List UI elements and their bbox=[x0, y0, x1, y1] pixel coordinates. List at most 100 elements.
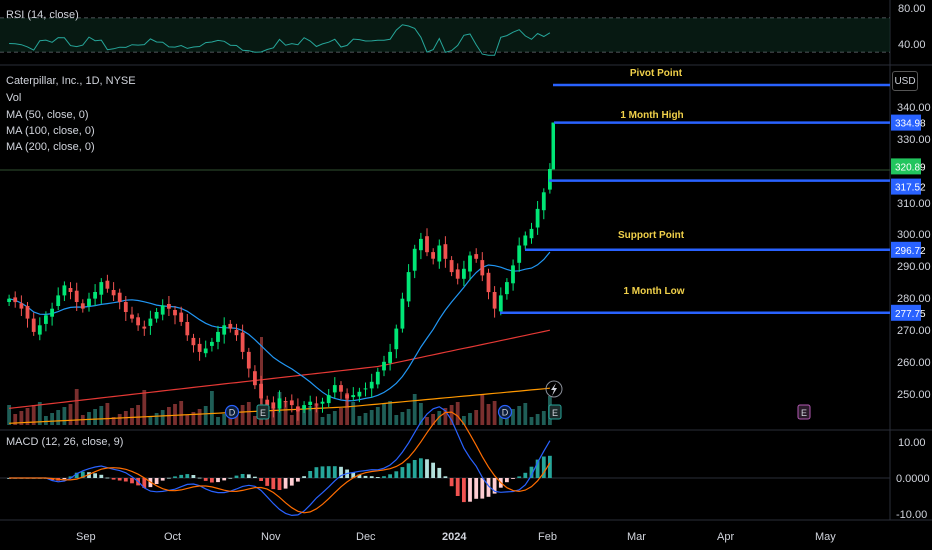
rsi-band-fill bbox=[0, 18, 890, 52]
volume-bar bbox=[130, 408, 134, 425]
macd-histogram-bar bbox=[117, 478, 122, 481]
macd-histogram-bar bbox=[105, 477, 110, 479]
macd-histogram-bar bbox=[99, 474, 104, 478]
ma50-line bbox=[8, 251, 551, 402]
annotation-month-low: 1 Month Low bbox=[623, 286, 685, 297]
volume-bar bbox=[154, 413, 159, 425]
macd-histogram-bar bbox=[80, 471, 85, 478]
macd-histogram-bar bbox=[326, 466, 331, 478]
macd-histogram-bar bbox=[437, 467, 442, 478]
candle-body bbox=[419, 238, 423, 251]
macd-histogram-bar bbox=[332, 466, 337, 478]
macd-histogram-bar bbox=[271, 478, 276, 490]
candle-body bbox=[412, 248, 417, 271]
macd-histogram-bar bbox=[222, 478, 227, 481]
macd-histogram-bar bbox=[234, 475, 239, 478]
legend-ma50: MA (50, close, 0) bbox=[6, 109, 89, 121]
candle-body bbox=[105, 280, 110, 289]
volume-bar bbox=[419, 403, 423, 425]
candle-body bbox=[167, 304, 171, 309]
volume-bar bbox=[388, 401, 392, 425]
volume-bar bbox=[203, 406, 208, 425]
candle-body bbox=[302, 405, 306, 410]
macd-histogram-bar bbox=[505, 478, 509, 483]
macd-tick: 10.00 bbox=[898, 437, 926, 449]
volume-bar bbox=[197, 409, 202, 425]
macd-histogram-bar bbox=[517, 476, 522, 478]
dividend-marker-label: D bbox=[502, 408, 509, 418]
macd-histogram-bar bbox=[123, 478, 128, 482]
candle-body bbox=[468, 255, 472, 272]
price-badge-label: 296.72 bbox=[895, 246, 926, 257]
candle-body bbox=[154, 312, 159, 319]
price-badge bbox=[891, 114, 921, 131]
macd-histogram-bar bbox=[296, 478, 300, 482]
dividend-marker-label: D bbox=[229, 408, 236, 418]
price-badge bbox=[891, 241, 921, 258]
price-tick: 290.00 bbox=[897, 261, 931, 273]
volume-bar bbox=[320, 417, 325, 425]
candle-body bbox=[25, 306, 30, 319]
volume-bar bbox=[529, 417, 534, 425]
candle-body bbox=[271, 402, 276, 409]
macd-histogram-bar bbox=[541, 456, 546, 478]
macd-histogram-bar bbox=[228, 477, 233, 479]
macd-histogram-bar bbox=[265, 478, 270, 486]
macd-histogram-bar bbox=[111, 478, 116, 480]
macd-histogram-bar bbox=[68, 476, 73, 478]
candle-body bbox=[111, 290, 116, 296]
volume-bar bbox=[449, 405, 454, 425]
volume-bar bbox=[13, 414, 18, 425]
volume-bar bbox=[246, 402, 251, 425]
macd-histogram-bar bbox=[468, 478, 472, 502]
candle-body bbox=[179, 312, 184, 322]
volume-bar bbox=[68, 404, 73, 425]
annotation-pivot-point: Pivot Point bbox=[629, 68, 683, 79]
candle-body bbox=[339, 385, 343, 392]
candle-body bbox=[160, 305, 165, 315]
candle-body bbox=[191, 337, 196, 346]
volume-bar bbox=[210, 391, 214, 425]
macd-histogram-bar bbox=[210, 478, 214, 483]
candle-body bbox=[388, 351, 392, 364]
candle-body bbox=[296, 406, 300, 412]
volume-bar bbox=[7, 405, 11, 425]
macd-histogram-bar bbox=[394, 471, 399, 478]
volume-bar bbox=[468, 413, 472, 425]
candle-body bbox=[523, 235, 528, 246]
candle-body bbox=[369, 381, 374, 389]
macd-histogram-bar bbox=[191, 475, 196, 478]
currency-button[interactable]: USD bbox=[892, 71, 918, 91]
candle-body bbox=[80, 303, 85, 309]
macd-tick: -10.00 bbox=[896, 509, 928, 521]
macd-histogram-bar bbox=[246, 474, 251, 478]
volume-bar bbox=[56, 410, 61, 425]
candle-body bbox=[541, 192, 546, 211]
annotation-month-high: 1 Month High bbox=[620, 110, 684, 121]
candle-body bbox=[93, 292, 97, 299]
volume-bar bbox=[455, 402, 460, 425]
candle-body bbox=[505, 282, 509, 295]
macd-histogram-bar bbox=[357, 474, 362, 478]
macd-histogram-bar bbox=[173, 476, 177, 478]
candle-body bbox=[197, 343, 202, 352]
candle-body bbox=[394, 328, 399, 350]
legend-ma100: MA (100, close, 0) bbox=[6, 125, 95, 137]
price-tick: 260.00 bbox=[897, 357, 931, 369]
volume-bar bbox=[523, 403, 528, 425]
candle-body bbox=[406, 272, 411, 302]
macd-histogram-bar bbox=[363, 475, 368, 478]
macd-histogram-bar bbox=[203, 478, 208, 481]
candle-body bbox=[326, 395, 331, 404]
volume-bar bbox=[462, 416, 466, 425]
macd-histogram-bar bbox=[523, 472, 528, 478]
price-badge bbox=[891, 304, 921, 321]
candle-body bbox=[474, 254, 479, 259]
volume-bar bbox=[19, 411, 24, 425]
macd-histogram-bar bbox=[474, 478, 479, 499]
candle-body bbox=[382, 361, 386, 371]
macd-histogram-bar bbox=[455, 478, 460, 496]
signal-line bbox=[9, 411, 551, 514]
candle-body bbox=[123, 302, 128, 312]
